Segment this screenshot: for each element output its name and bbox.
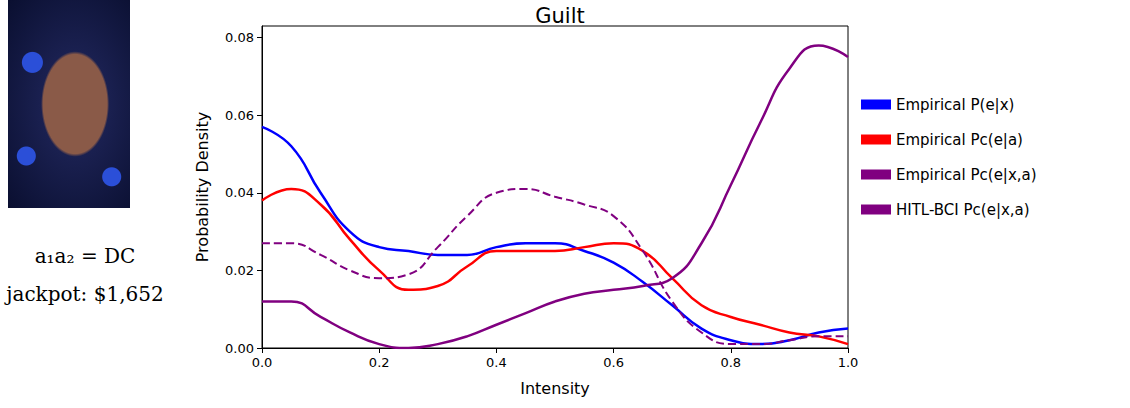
svg-text:Empirical Pc(e|a): Empirical Pc(e|a) <box>896 131 1023 149</box>
svg-text:HITL-BCI Pc(e|x,a): HITL-BCI Pc(e|x,a) <box>896 201 1030 219</box>
svg-text:0.6: 0.6 <box>603 355 624 370</box>
svg-text:0.2: 0.2 <box>369 355 390 370</box>
svg-text:0.8: 0.8 <box>720 355 741 370</box>
svg-text:Intensity: Intensity <box>520 379 590 398</box>
svg-text:0.00: 0.00 <box>225 341 254 356</box>
svg-text:0.02: 0.02 <box>225 263 254 278</box>
svg-text:0.4: 0.4 <box>486 355 507 370</box>
svg-text:Guilt: Guilt <box>535 4 585 28</box>
svg-text:Probability Density: Probability Density <box>193 112 212 263</box>
html-text:a₁a₂ = DC: a₁a₂ = DC <box>34 244 136 268</box>
html-text:jackpot: $1,652: jackpot: $1,652 <box>6 282 164 306</box>
svg-text:0.06: 0.06 <box>225 108 254 123</box>
svg-text:Empirical Pc(e|x,a): Empirical Pc(e|x,a) <box>896 166 1037 184</box>
svg-text:0.04: 0.04 <box>225 185 254 200</box>
svg-text:1.0: 1.0 <box>838 355 859 370</box>
svg-text:Empirical P(e|x): Empirical P(e|x) <box>896 96 1014 114</box>
svg-text:0.0: 0.0 <box>252 355 273 370</box>
svg-text:0.08: 0.08 <box>225 30 254 45</box>
